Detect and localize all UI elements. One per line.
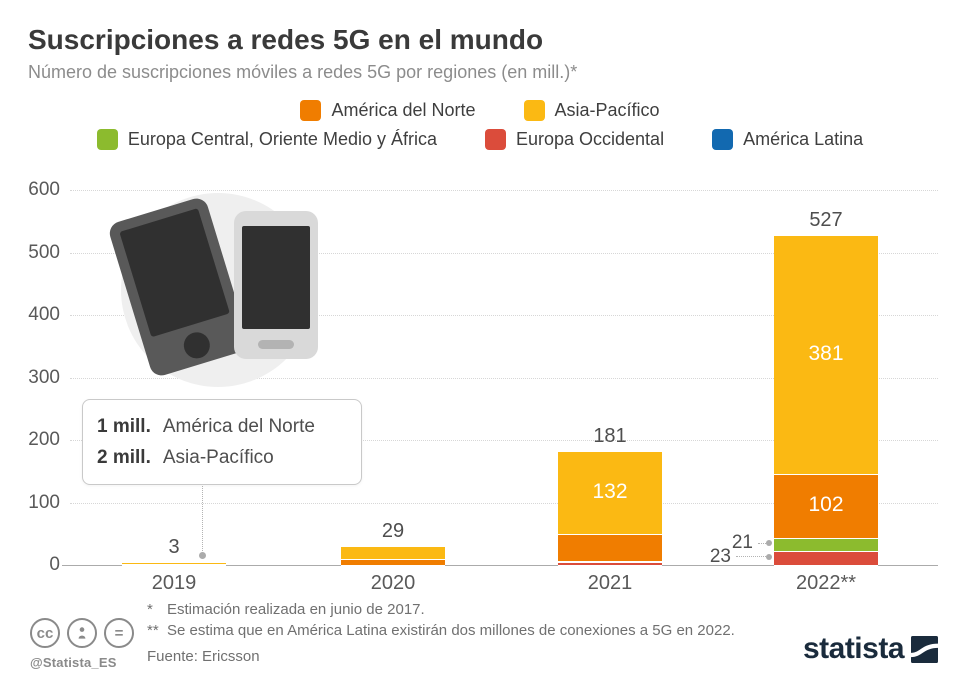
license-icons: cc = — [30, 618, 134, 648]
bar-total-label: 29 — [381, 519, 405, 542]
leader-label-text: 21 — [731, 532, 753, 554]
creative-commons-icon: cc — [30, 618, 60, 648]
statista-logo-glyph — [911, 635, 938, 663]
y-axis-tick-0: 0 — [49, 554, 60, 575]
callout-row: 2 mill. Asia-Pacífico — [97, 442, 347, 473]
footnotes: * Estimación realizada en junio de 2017.… — [147, 601, 735, 665]
statista-handle: @Statista_ES — [30, 655, 117, 670]
leader-line — [736, 556, 766, 558]
source-line: Fuente: Ericsson — [147, 648, 260, 665]
gridline-300 — [70, 378, 938, 379]
bar-segment-am-rica-del-norte — [341, 559, 445, 565]
bar-segment-am-rica-del-norte — [122, 564, 226, 565]
x-axis-label-2021: 2021 — [587, 572, 633, 594]
gridline-600 — [70, 190, 938, 191]
statista-logo-text: statista — [802, 632, 905, 665]
y-axis-tick-500: 500 — [28, 242, 60, 263]
legend-swatch-icon — [96, 129, 118, 150]
legend-row: América del Norte Asia-Pacífico — [0, 100, 960, 121]
legend-item-europa-occidental: Europa Occidental — [484, 129, 665, 150]
leader-label-23: 23 — [710, 546, 772, 568]
gridline-400 — [70, 315, 938, 316]
legend-item-asia-pac-fico: Asia-Pacífico — [523, 100, 660, 121]
legend-label: América del Norte — [331, 100, 476, 120]
leader-dot — [766, 540, 772, 547]
callout-value: 1 mill. — [97, 416, 151, 437]
page-subtitle: Número de suscripciones móviles a redes … — [28, 62, 578, 82]
legend-swatch-icon — [484, 129, 506, 150]
chart-legend: América del Norte Asia-Pacífico Europa Cen… — [0, 100, 960, 158]
bar-segment-asia-pac-fico — [122, 563, 226, 565]
footnote-marker: ** — [147, 622, 159, 639]
bar-value-label: 132 — [592, 480, 628, 504]
y-axis-tick-200: 200 — [28, 429, 60, 450]
callout-leader-dot — [199, 552, 206, 559]
legend-label: América Latina — [743, 129, 864, 149]
leader-label-text: 23 — [709, 545, 731, 567]
gridline-100 — [70, 503, 938, 504]
legend-label: Europa Occidental — [515, 129, 665, 149]
footnote-text: Se estima que en América Latina existirá… — [167, 622, 735, 639]
bar-segment-europa-central-oriente-medio-y-frica — [774, 537, 878, 551]
y-axis-tick-400: 400 — [28, 304, 60, 325]
legend-row: Europa Central, Oriente Medio y África Eu… — [0, 129, 960, 150]
bar-segment-europa-central-oriente-medio-y-frica — [558, 560, 662, 562]
statista-logo: statista — [803, 632, 938, 666]
bar-segment-europa-occidental — [774, 550, 878, 565]
callout-2019: 1 mill. América del Norte 2 mill. Asia-P… — [82, 399, 362, 485]
callout-row: 1 mill. América del Norte — [97, 411, 347, 442]
legend-label: Europa Central, Oriente Medio y África — [127, 129, 437, 149]
bar-total-label: 527 — [809, 208, 843, 231]
legend-swatch-icon — [712, 129, 734, 150]
footnote-marker: * — [147, 601, 153, 618]
leader-dot — [766, 553, 772, 560]
phone-screen — [119, 208, 230, 338]
no-derivatives-icon: = — [104, 618, 134, 648]
x-axis-label-2020: 2020 — [370, 572, 416, 594]
callout-label: América del Norte — [162, 416, 315, 437]
bar-segment-asia-pac-fico — [341, 546, 445, 560]
footnote-text: Estimación realizada en junio de 2017. — [167, 601, 425, 618]
bar-total-label: 3 — [168, 536, 180, 559]
phone-home-button — [258, 340, 294, 349]
leader-label-21: 21 — [732, 532, 772, 554]
footnote: * Estimación realizada en junio de 2017. — [147, 601, 735, 618]
gridline-0 — [62, 565, 938, 566]
legend-item-am-rica-latina: América Latina — [712, 129, 863, 150]
phone-right-icon — [234, 211, 318, 359]
bar-segment-asia-pac-fico: 132 — [558, 451, 662, 535]
bar-value-label: 102 — [808, 492, 844, 516]
callout-value: 2 mill. — [97, 447, 151, 468]
callout-label: Asia-Pacífico — [162, 447, 274, 468]
callout-leader-line — [202, 473, 203, 551]
bar-total-label: 181 — [593, 424, 627, 447]
gridline-200 — [70, 440, 938, 441]
page-title: Suscripciones a redes 5G en el mundo — [28, 24, 544, 55]
bar-value-label: 381 — [808, 341, 844, 365]
bar-segment-am-rica-del-norte: 102 — [774, 473, 878, 538]
x-axis-label-2022: 2022** — [795, 572, 857, 594]
y-axis-tick-600: 600 — [28, 179, 60, 200]
legend-swatch-icon — [523, 100, 545, 121]
y-axis-tick-300: 300 — [28, 367, 60, 388]
attribution-icon — [67, 618, 97, 648]
y-axis-tick-100: 100 — [28, 492, 60, 513]
phone-home-button — [180, 329, 214, 362]
gridline-500 — [70, 253, 938, 254]
bar-segment-asia-pac-fico: 381 — [774, 235, 878, 474]
legend-item-europa-central-oriente-medio-y-frica: Europa Central, Oriente Medio y África — [96, 129, 437, 150]
phone-screen — [242, 226, 310, 329]
legend-label: Asia-Pacífico — [554, 100, 660, 120]
x-axis-label-2019: 2019 — [151, 572, 197, 594]
license-block: cc = @Statista_ES — [30, 618, 134, 670]
legend-item-am-rica-del-norte: América del Norte — [300, 100, 476, 121]
legend-swatch-icon — [300, 100, 322, 121]
bar-segment-europa-occidental — [558, 561, 662, 565]
bar-segment-am-rica-del-norte — [558, 534, 662, 561]
footnote: ** Se estima que en América Latina exist… — [147, 622, 735, 639]
leader-line — [758, 542, 766, 544]
